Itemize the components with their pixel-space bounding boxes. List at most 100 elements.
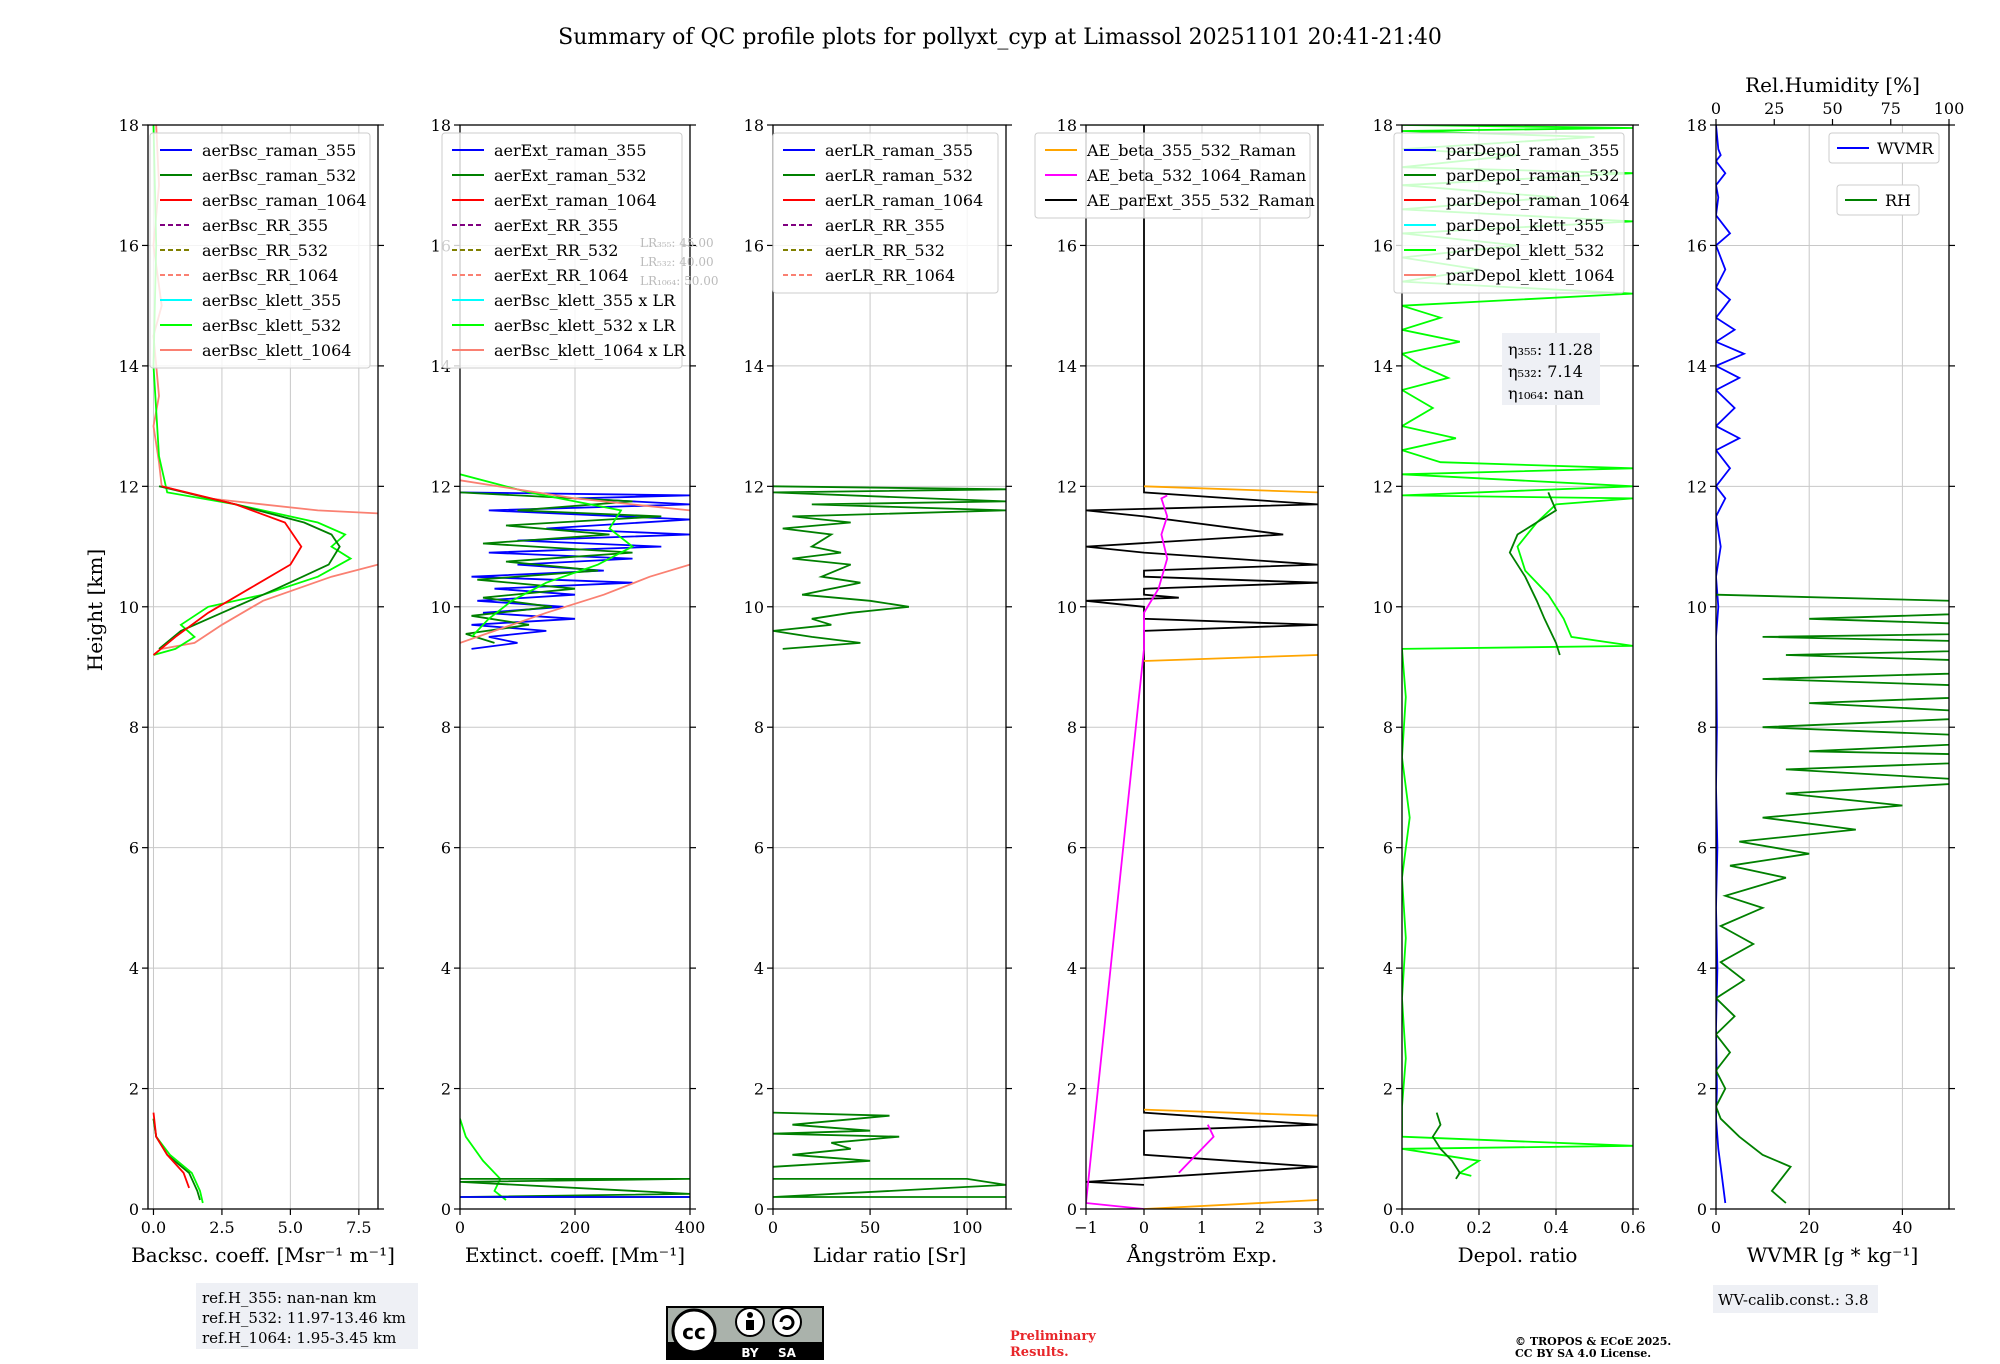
by-label: BY (741, 1346, 758, 1360)
series-aerBsc_klett_1064_b (161, 563, 378, 650)
top-x-tick-label: 0 (1711, 99, 1721, 118)
wv-calib-label: WV-calib.const.: 3.8 (1718, 1291, 1869, 1309)
legend-label: aerExt_RR_1064 (494, 266, 629, 285)
series-AE_beta_355_532_c (1143, 1108, 1318, 1117)
y-tick-label: 10 (1687, 598, 1707, 617)
y-tick-label: 0 (1067, 1200, 1077, 1219)
legend-box (1836, 184, 1920, 216)
legend-label: parDepol_klett_532 (1446, 241, 1604, 260)
panel-lr: 0 2 4 6 8 10 12 14 16 18 0 50 100 Lidar ratio [Sr] aer… (744, 116, 1012, 1267)
legend: aerBsc_raman_355 aerBsc_raman_532 aerBsc_r… (149, 132, 371, 369)
y-tick-label: 4 (1383, 959, 1393, 978)
y-tick-label: 16 (744, 236, 764, 255)
top-x-tick-label: 25 (1764, 99, 1784, 118)
y-tick-label: 14 (1687, 357, 1707, 376)
y-tick-label: 18 (119, 116, 139, 135)
x-axis-label: Backsc. coeff. [Msr⁻¹ m⁻¹] (131, 1243, 395, 1267)
y-tick-label: 6 (754, 839, 764, 858)
series-AE_beta_355_532_Raman (1143, 485, 1318, 494)
series-AE_beta_355_532_d (1143, 1199, 1318, 1209)
y-tick-label: 4 (441, 959, 451, 978)
by-person-head (747, 1312, 753, 1318)
series-klett_532_LR (460, 473, 635, 638)
series-group (152, 125, 378, 1204)
legend-label: parDepol_raman_355 (1446, 141, 1619, 160)
x-tick-label: 5.0 (278, 1218, 303, 1237)
legend: aerLR_raman_355 aerLR_raman_532 aerLR_rama… (772, 132, 999, 294)
x-tick-label: 2.5 (209, 1218, 234, 1237)
cc-license-badge[interactable]: cc BY SA (666, 1306, 824, 1362)
results-label: Results. (1010, 1345, 1069, 1360)
x-tick-label: 0 (1711, 1218, 1721, 1237)
legend-label: aerLR_RR_532 (825, 241, 945, 260)
top-x-axis-label: Rel.Humidity [%] (1745, 73, 1920, 97)
panel-depol: 0 2 4 6 8 10 12 14 16 18 0.0 0.2 0.4 0.6 Depol. ratio p… (1373, 116, 1646, 1267)
legend-label: aerExt_raman_355 (494, 141, 647, 160)
legend-label: aerBsc_klett_532 x LR (494, 316, 676, 335)
y-tick-label: 8 (754, 718, 764, 737)
y-tick-label: 8 (441, 718, 451, 737)
x-tick-label: 2 (1255, 1218, 1265, 1237)
legend-label: parDepol_raman_532 (1446, 166, 1619, 185)
series-aerBsc_klett_532_low (152, 1118, 204, 1204)
y-tick-label: 6 (1383, 839, 1393, 858)
y-tick-label: 12 (1057, 477, 1077, 496)
x-axis-label: WVMR [g * kg⁻¹] (1747, 1243, 1919, 1267)
y-tick-label: 18 (1373, 116, 1393, 135)
y-tick-label: 6 (1697, 839, 1707, 858)
legend-label: parDepol_klett_355 (1446, 216, 1604, 235)
x-tick-label: 0.0 (141, 1218, 166, 1237)
legend-label: aerLR_RR_1064 (825, 266, 955, 285)
x-tick-label: 0 (455, 1218, 465, 1237)
legend-label: WVMR (1877, 139, 1934, 158)
figure-title: Summary of QC profile plots for pollyxt_… (558, 25, 1442, 50)
x-tick-label: 0 (768, 1218, 778, 1237)
y-tick-label: 16 (1687, 236, 1707, 255)
sa-share-icon (772, 1307, 802, 1337)
by-person-body (746, 1320, 754, 1330)
x-tick-label: 100 (952, 1218, 983, 1237)
ref-height-1064: ref.H_1064: 1.95-3.45 km (202, 1329, 396, 1347)
axes-frame (147, 124, 379, 1210)
y-tick-label: 0 (1697, 1200, 1707, 1219)
legend-label: aerBsc_RR_355 (202, 216, 328, 235)
y-tick-label: 2 (129, 1080, 139, 1099)
legend-box (1828, 132, 1940, 164)
series-group (773, 485, 1006, 1198)
y-tick-label: 10 (744, 598, 764, 617)
sa-share-arc (779, 1315, 795, 1330)
series-klett_1064_LR_b (460, 563, 690, 644)
legend-label: aerLR_raman_355 (825, 141, 973, 160)
x-tick-label: 7.5 (346, 1218, 371, 1237)
legend-label: aerBsc_raman_1064 (202, 191, 367, 210)
legend-label: aerExt_raman_532 (494, 166, 647, 185)
lr-annotation: LR₅₃₂: 40.00 (640, 255, 714, 269)
legend-label: parDepol_klett_1064 (1446, 266, 1615, 285)
ref-heights-background (196, 1283, 418, 1349)
y-tick-label: 10 (1373, 598, 1393, 617)
x-tick-label: 40 (1892, 1218, 1912, 1237)
series-parDepol_raman_532_low (1431, 1112, 1461, 1180)
x-tick-label: 200 (560, 1218, 591, 1237)
y-tick-label: 6 (129, 839, 139, 858)
eta-label: η₁₀₆₄: nan (1508, 384, 1584, 403)
legend-label: AE_parExt_355_532_Raman (1086, 191, 1315, 210)
series-AE_beta_355_532_b (1143, 654, 1318, 662)
top-x-tick-label: 75 (1881, 99, 1901, 118)
y-tick-label: 18 (744, 116, 764, 135)
y-axis-label: Height [km] (83, 549, 107, 671)
series-RH (1716, 593, 1949, 1204)
y-tick-label: 10 (1057, 598, 1077, 617)
legend-label: parDepol_raman_1064 (1446, 191, 1630, 210)
legend-box (772, 132, 999, 294)
legend-box (1034, 132, 1311, 219)
legend-label: aerExt_RR_532 (494, 241, 618, 260)
ref-heights-box: ref.H_355: nan-nan km ref.H_532: 11.97-1… (196, 1283, 418, 1349)
y-tick-label: 4 (1067, 959, 1077, 978)
y-tick-label: 12 (1687, 477, 1707, 496)
series-parDepol_raman_532 (1508, 492, 1561, 656)
